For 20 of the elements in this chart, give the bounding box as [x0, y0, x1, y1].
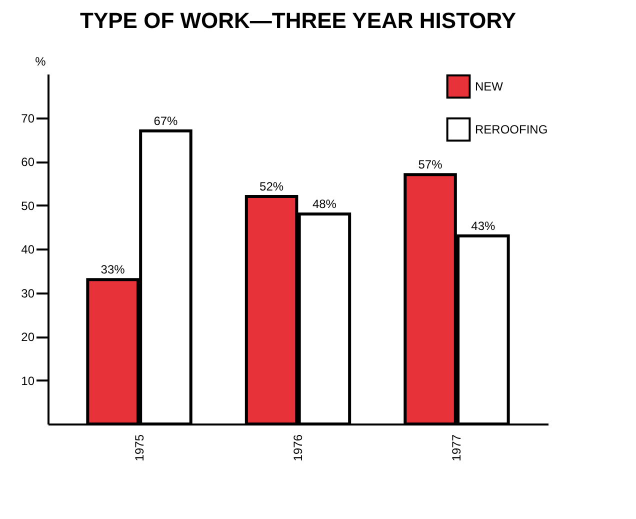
y-tick-label: 70 — [21, 111, 35, 126]
y-tick-label: 50 — [21, 198, 35, 213]
y-tick-label: 10 — [21, 374, 35, 388]
y-tick-label: 20 — [21, 330, 35, 344]
y-axis-title: % — [35, 54, 46, 68]
y-tick-label: 60 — [21, 155, 35, 169]
data-label: 43% — [471, 218, 496, 233]
x-tick-label: 1977 — [450, 434, 464, 462]
chart-title: TYPE OF WORK—THREE YEAR HISTORY — [80, 8, 516, 33]
x-tick-label: 1975 — [132, 434, 146, 462]
data-label: 52% — [260, 180, 284, 194]
legend-label: NEW — [475, 80, 504, 94]
data-label: 67% — [154, 114, 178, 128]
data-label: 57% — [418, 158, 443, 172]
y-tick-label: 30 — [21, 286, 35, 300]
legend-label: REROOFING — [475, 122, 548, 136]
y-tick-label: 40 — [21, 242, 35, 256]
data-label: 33% — [100, 262, 126, 277]
data-label: 48% — [312, 197, 337, 211]
x-tick-label: 1976 — [291, 434, 305, 462]
